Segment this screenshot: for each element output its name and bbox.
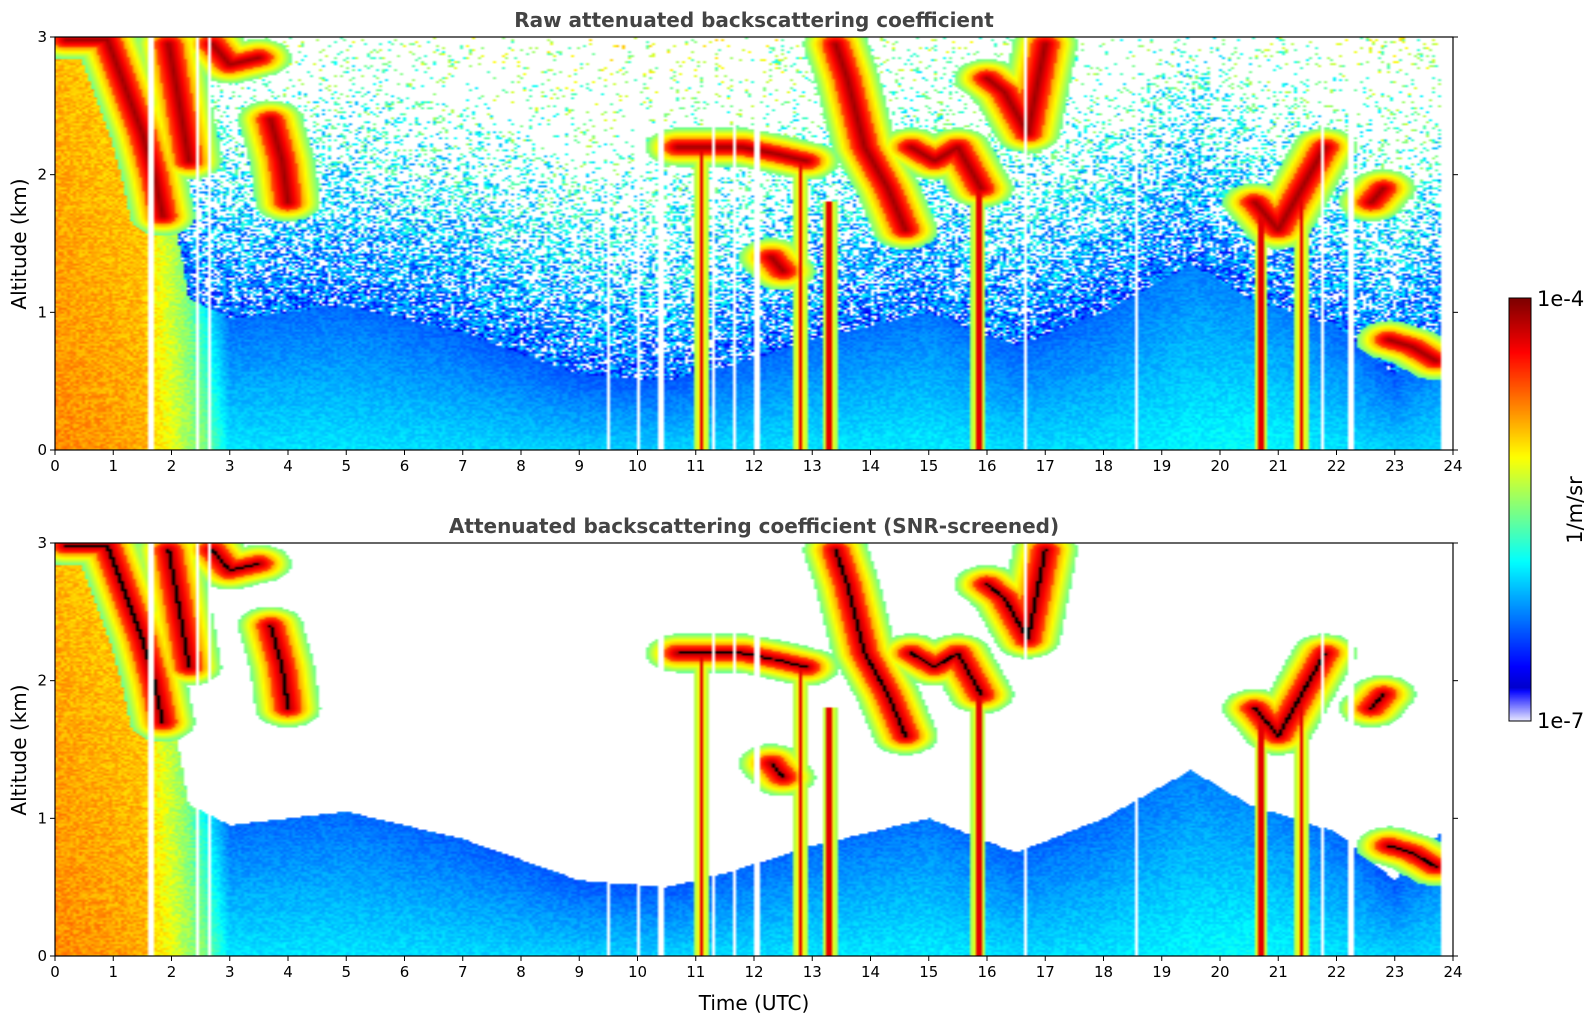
x-tick-label: 7 [458, 457, 468, 475]
x-tick-label: 12 [744, 963, 763, 981]
x-tick-label: 2 [167, 457, 177, 475]
heatmap-image [55, 37, 1453, 450]
x-tick-label: 4 [283, 963, 293, 981]
x-tick-label: 8 [516, 963, 526, 981]
x-tick-label: 23 [1385, 963, 1404, 981]
x-tick-label: 20 [1210, 963, 1229, 981]
x-tick-label: 18 [1094, 963, 1113, 981]
y-tick-label: 3 [37, 28, 47, 46]
colorbar-max-label: 1e-4 [1537, 287, 1584, 311]
colorbar-min-label: 1e-7 [1537, 709, 1584, 733]
y-tick-label: 2 [37, 166, 47, 184]
x-tick-label: 24 [1443, 457, 1462, 475]
y-tick-label: 0 [37, 441, 47, 459]
y-tick-label: 3 [37, 534, 47, 552]
x-tick-label: 12 [744, 457, 763, 475]
x-tick-label: 23 [1385, 457, 1404, 475]
y-axis-label: Altitude (km) [7, 178, 31, 309]
x-tick-label: 14 [861, 963, 880, 981]
x-tick-label: 24 [1443, 963, 1462, 981]
panel-raw: Raw attenuated backscattering coefficien… [7, 8, 1463, 475]
x-tick-label: 21 [1269, 457, 1288, 475]
x-tick-label: 11 [686, 963, 705, 981]
panel-screened: Attenuated backscattering coefficient (S… [7, 514, 1463, 1015]
x-tick-label: 13 [803, 963, 822, 981]
chart-title: Raw attenuated backscattering coefficien… [514, 8, 994, 32]
x-tick-label: 5 [341, 963, 351, 981]
x-tick-label: 9 [574, 963, 584, 981]
x-tick-label: 15 [919, 963, 938, 981]
x-tick-label: 16 [977, 457, 996, 475]
x-tick-label: 10 [628, 457, 647, 475]
heatmap-image [55, 543, 1453, 956]
y-tick-label: 0 [37, 947, 47, 965]
y-tick-label: 2 [37, 672, 47, 690]
x-tick-label: 13 [803, 457, 822, 475]
x-tick-label: 9 [574, 457, 584, 475]
x-tick-label: 0 [50, 457, 60, 475]
x-tick-label: 20 [1210, 457, 1229, 475]
y-axis-label: Altitude (km) [7, 684, 31, 815]
x-tick-label: 2 [167, 963, 177, 981]
y-ticks: 0 1 2 3 [37, 534, 1458, 965]
x-tick-label: 21 [1269, 963, 1288, 981]
x-tick-label: 14 [861, 457, 880, 475]
colorbar: 1e-4 1e-7 1/m/sr [1508, 287, 1587, 733]
x-tick-label: 7 [458, 963, 468, 981]
x-tick-label: 19 [1152, 963, 1171, 981]
chart-title: Attenuated backscattering coefficient (S… [449, 514, 1059, 538]
x-tick-label: 18 [1094, 457, 1113, 475]
x-tick-label: 10 [628, 963, 647, 981]
x-tick-label: 3 [225, 963, 235, 981]
x-tick-label: 16 [977, 963, 996, 981]
x-tick-label: 5 [341, 457, 351, 475]
y-tick-label: 1 [37, 809, 47, 827]
x-tick-label: 8 [516, 457, 526, 475]
y-tick-label: 1 [37, 303, 47, 321]
x-tick-label: 1 [108, 457, 118, 475]
colorbar-label: 1/m/sr [1563, 476, 1587, 544]
x-tick-label: 15 [919, 457, 938, 475]
x-axis-label: Time (UTC) [698, 991, 810, 1015]
x-tick-label: 1 [108, 963, 118, 981]
x-ticks: 0 1 2 3 4 5 6 7 8 9 10 11 12 13 14 15 16 17 18 19 20 21 22 23 24 [50, 956, 1463, 981]
x-tick-label: 22 [1327, 457, 1346, 475]
x-tick-label: 22 [1327, 963, 1346, 981]
x-tick-label: 11 [686, 457, 705, 475]
x-tick-label: 4 [283, 457, 293, 475]
y-ticks: 0 1 2 3 [37, 28, 1458, 459]
x-ticks: 0 1 2 3 4 5 6 7 8 9 10 11 12 13 14 15 16 17 18 19 20 21 22 23 24 [50, 450, 1463, 475]
x-tick-label: 17 [1036, 963, 1055, 981]
x-tick-label: 19 [1152, 457, 1171, 475]
x-tick-label: 6 [400, 457, 410, 475]
x-tick-label: 3 [225, 457, 235, 475]
x-tick-label: 6 [400, 963, 410, 981]
x-tick-label: 0 [50, 963, 60, 981]
x-tick-label: 17 [1036, 457, 1055, 475]
colorbar-gradient [1509, 298, 1531, 721]
colorbar-frame [1508, 297, 1532, 722]
